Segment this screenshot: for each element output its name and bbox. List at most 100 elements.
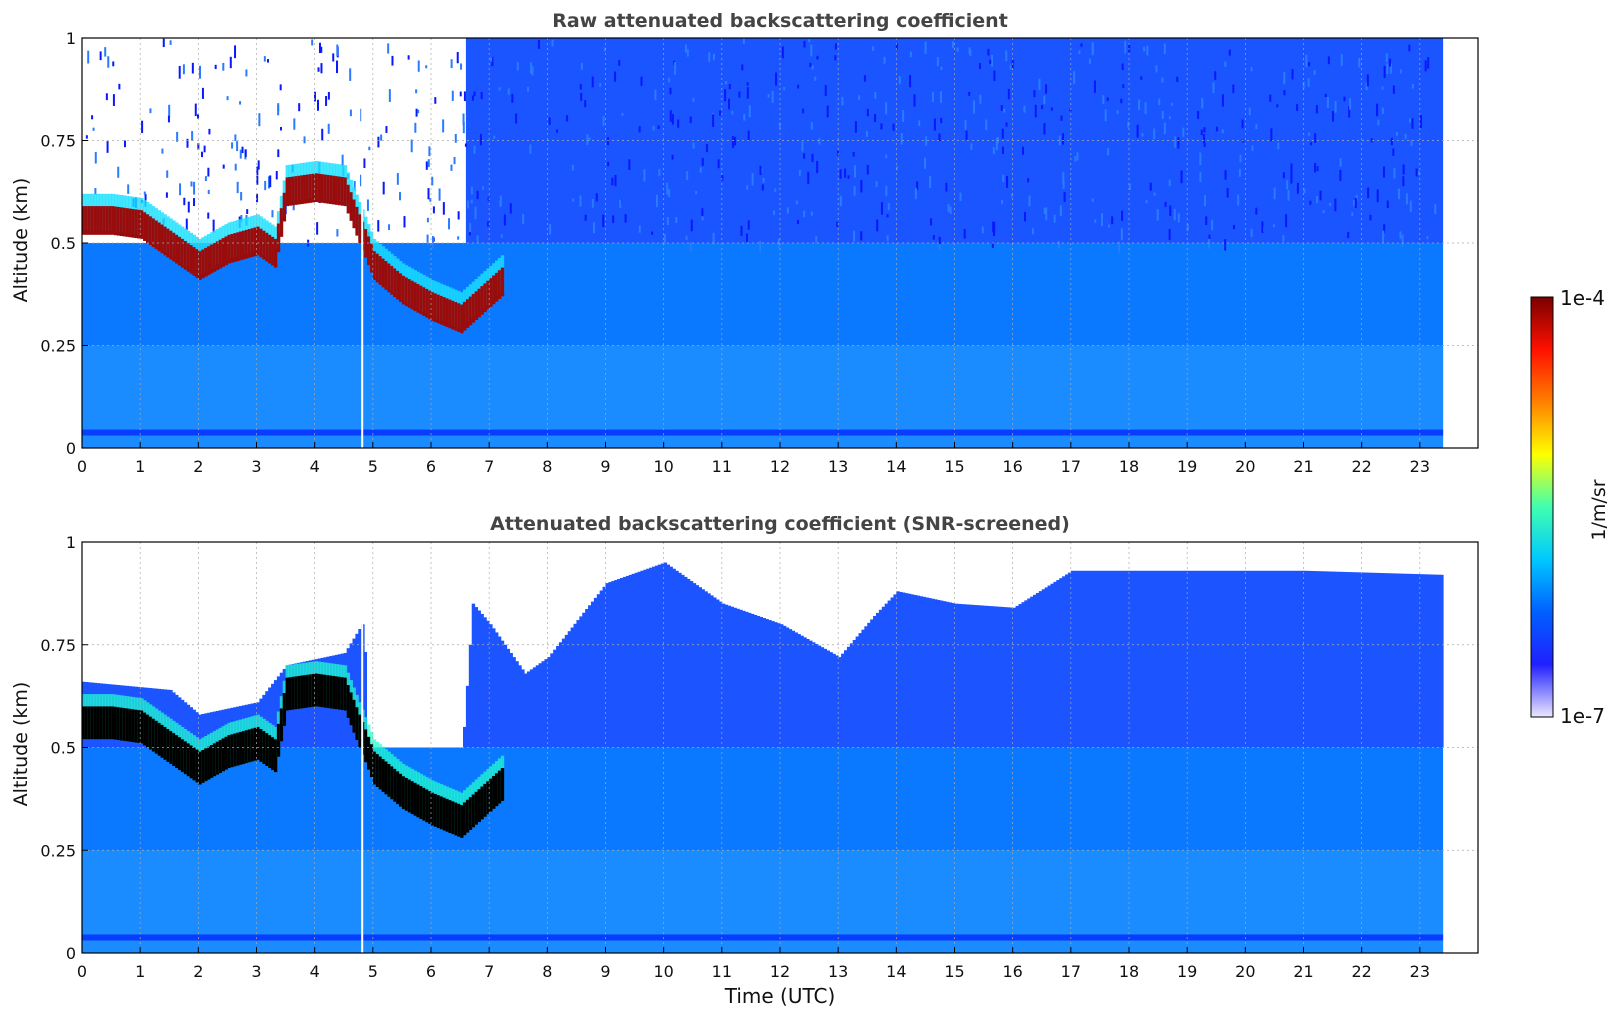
noise-speck xyxy=(1140,76,1143,80)
noise-speck xyxy=(1203,142,1206,147)
screened-signal-column xyxy=(977,605,982,748)
noise-speck xyxy=(311,39,314,46)
cloud-column xyxy=(87,206,92,235)
noise-speck xyxy=(275,171,278,180)
noise-speck xyxy=(531,66,534,76)
x-tick-label: 17 xyxy=(1061,962,1081,981)
noise-speck xyxy=(1102,95,1105,105)
cloud-column xyxy=(172,232,176,262)
noise-speck xyxy=(1138,99,1141,110)
cloud-column xyxy=(369,744,374,778)
noise-speck xyxy=(586,134,589,146)
noise-speck xyxy=(1388,58,1391,67)
noise-speck xyxy=(1376,189,1379,203)
screened-signal-column xyxy=(995,606,999,748)
noise-speck xyxy=(674,61,677,75)
screened-signal-column xyxy=(1044,587,1049,748)
noise-speck xyxy=(993,70,996,82)
x-tick-label: 15 xyxy=(944,962,964,981)
noise-speck xyxy=(566,115,569,122)
cloud-column xyxy=(358,714,362,748)
screened-signal-column xyxy=(716,599,720,748)
noise-speck xyxy=(658,168,661,176)
noise-speck xyxy=(1286,180,1289,190)
noise-speck xyxy=(786,207,789,214)
screened-signal-column xyxy=(983,605,987,748)
screened-signal-column xyxy=(1329,571,1334,748)
cloud-column xyxy=(204,247,208,277)
noise-speck xyxy=(1334,101,1337,113)
cloud-column xyxy=(271,236,275,266)
screened-signal-column xyxy=(561,638,566,748)
noise-speck xyxy=(187,201,190,213)
noise-speck xyxy=(811,153,814,163)
noise-speck xyxy=(816,160,819,174)
noise-speck xyxy=(462,113,465,126)
cloud-column xyxy=(480,786,484,820)
screened-signal-column xyxy=(1271,570,1275,748)
screened-signal-column xyxy=(681,574,685,748)
screened-signal-column xyxy=(1352,572,1357,748)
screened-signal-column xyxy=(637,571,641,748)
noise-speck xyxy=(1426,236,1429,240)
cloud-column xyxy=(294,176,298,205)
screened-signal-column xyxy=(1280,570,1284,748)
noise-speck xyxy=(987,48,990,56)
screened-signal-column xyxy=(1190,570,1194,748)
noise-speck xyxy=(1156,209,1159,221)
noise-speck xyxy=(1238,168,1241,177)
screened-signal-column xyxy=(1178,570,1182,748)
screened-signal-column xyxy=(364,651,368,748)
noise-speck xyxy=(280,127,283,131)
screened-signal-column xyxy=(556,645,560,748)
noise-speck xyxy=(1074,156,1077,162)
cloud-column xyxy=(241,230,246,260)
screened-signal-column xyxy=(724,604,729,748)
cloud-column xyxy=(273,238,278,268)
noise-speck xyxy=(208,128,211,135)
cloud-column xyxy=(224,236,228,266)
noise-speck xyxy=(978,63,981,69)
noise-speck xyxy=(143,191,146,195)
noise-speck xyxy=(298,103,301,112)
cloud-column xyxy=(288,176,292,206)
screened-signal-column xyxy=(695,585,700,748)
screened-signal-column xyxy=(791,630,796,748)
screened-signal-column xyxy=(1079,570,1083,748)
cloud-column xyxy=(332,675,336,709)
cloud-column xyxy=(279,208,284,237)
noise-speck xyxy=(94,152,97,164)
noise-speck xyxy=(336,44,339,57)
noise-speck xyxy=(1347,231,1350,239)
noise-speck xyxy=(1354,198,1357,209)
screened-signal-column xyxy=(814,643,819,748)
noise-speck xyxy=(712,232,715,246)
noise-speck xyxy=(992,147,995,155)
noise-speck xyxy=(1153,192,1156,196)
noise-speck xyxy=(1200,129,1203,136)
noise-speck xyxy=(762,177,765,183)
x-tick-label: 22 xyxy=(1351,962,1371,981)
cloud-column xyxy=(314,173,319,202)
y-tick-label: 0 xyxy=(66,944,76,963)
noise-speck xyxy=(490,56,493,62)
noise-speck xyxy=(677,119,680,128)
noise-speck xyxy=(1009,64,1012,70)
screened-signal-column xyxy=(596,594,601,748)
noise-speck xyxy=(191,131,194,141)
noise-speck xyxy=(731,110,734,115)
cloud-column xyxy=(323,174,327,204)
cloud-column xyxy=(209,745,214,778)
screened-signal-column xyxy=(620,577,624,748)
screened-signal-column xyxy=(750,613,755,748)
noise-speck xyxy=(933,118,936,131)
noise-speck xyxy=(1027,178,1030,183)
cloud-column xyxy=(407,279,412,308)
screened-panel-ylabel: Altitude (km) xyxy=(10,682,32,807)
noise-speck xyxy=(214,64,217,70)
noise-speck xyxy=(728,98,731,110)
noise-speck xyxy=(1393,168,1396,179)
noise-speck xyxy=(686,171,689,181)
screened-signal-column xyxy=(1021,602,1025,748)
colorbar-min-label: 1e-7 xyxy=(1560,704,1605,728)
